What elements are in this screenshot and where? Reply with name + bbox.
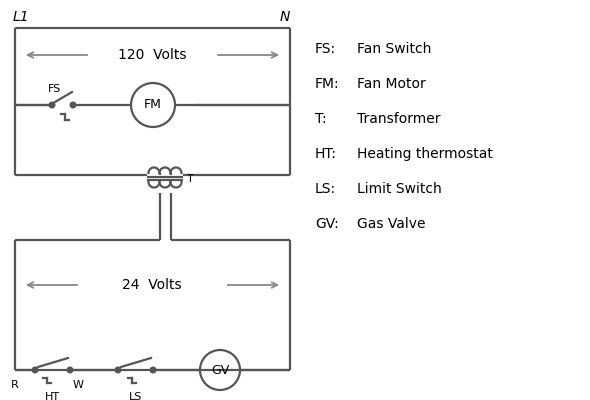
- Text: 120  Volts: 120 Volts: [118, 48, 186, 62]
- Text: 24  Volts: 24 Volts: [122, 278, 182, 292]
- Text: FS: FS: [48, 84, 61, 94]
- Text: T: T: [187, 174, 194, 184]
- Circle shape: [67, 367, 73, 373]
- Text: Heating thermostat: Heating thermostat: [357, 147, 493, 161]
- Text: HT: HT: [45, 392, 60, 400]
- Text: N: N: [280, 10, 290, 24]
- Circle shape: [49, 102, 55, 108]
- Text: L1: L1: [13, 10, 30, 24]
- Text: Gas Valve: Gas Valve: [357, 217, 425, 231]
- Text: Limit Switch: Limit Switch: [357, 182, 442, 196]
- Text: HT:: HT:: [315, 147, 337, 161]
- Circle shape: [115, 367, 121, 373]
- Circle shape: [150, 367, 156, 373]
- Text: FM: FM: [144, 98, 162, 112]
- Text: FS:: FS:: [315, 42, 336, 56]
- Text: LS:: LS:: [315, 182, 336, 196]
- Text: GV: GV: [211, 364, 229, 376]
- Circle shape: [70, 102, 76, 108]
- Circle shape: [32, 367, 38, 373]
- Text: LS: LS: [129, 392, 142, 400]
- Text: Fan Switch: Fan Switch: [357, 42, 431, 56]
- Text: GV:: GV:: [315, 217, 339, 231]
- Text: R: R: [11, 380, 19, 390]
- Text: FM:: FM:: [315, 77, 340, 91]
- Text: Fan Motor: Fan Motor: [357, 77, 426, 91]
- Text: Transformer: Transformer: [357, 112, 441, 126]
- Text: W: W: [73, 380, 84, 390]
- Text: T:: T:: [315, 112, 327, 126]
